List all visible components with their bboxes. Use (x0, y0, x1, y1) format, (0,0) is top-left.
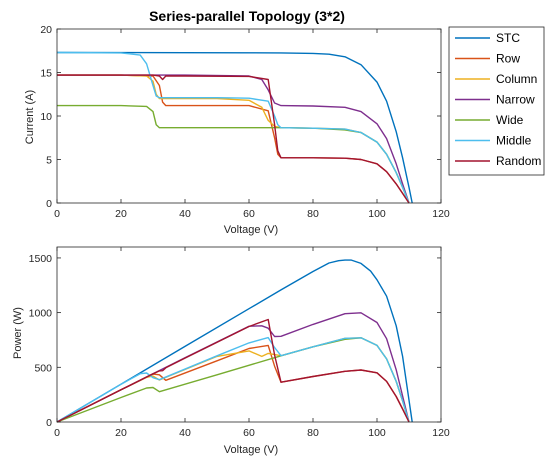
current-voltage-chart: Series-parallel Topology (3*2) 0 20 40 60 80… (24, 8, 450, 236)
series-line-wide (57, 104, 410, 204)
series-line-middle (56, 51, 410, 204)
x-tick-label: 0 (54, 427, 60, 439)
x-axis-label: Voltage (V) (224, 444, 278, 456)
y-axis-label: Power (W) (12, 307, 24, 359)
series-line-row (57, 74, 410, 204)
series-line-wide (56, 337, 410, 423)
x-tick-label: 20 (115, 427, 127, 439)
current-plot-area: 0 20 40 60 80 100 120 0 5 10 15 20 (40, 24, 450, 220)
series-line-stc (56, 259, 413, 423)
plot-frame (56, 28, 442, 204)
power-plot-area: 0 20 40 60 80 100 120 0 500 1000 1500 (29, 246, 450, 439)
chart-title: Series-parallel Topology (3*2) (149, 8, 345, 24)
legend: STC Row Column Narrow Wide Middle Random (448, 26, 545, 176)
legend-label-wide: Wide (496, 113, 524, 127)
x-tick-label: 20 (115, 208, 127, 220)
x-tick-label: 100 (368, 208, 386, 220)
series-line-random (56, 318, 410, 423)
x-tick-label: 60 (243, 208, 255, 220)
series-line-narrow (57, 74, 410, 204)
legend-label-random: Random (496, 154, 541, 168)
series-line-narrow (56, 312, 410, 423)
x-tick-label: 0 (54, 208, 60, 220)
x-tick-label: 100 (368, 427, 386, 439)
series-line-random (57, 74, 410, 204)
series-line-middle (56, 336, 410, 423)
y-tick-label: 15 (40, 68, 52, 80)
y-tick-label: 10 (40, 111, 52, 123)
y-tick-label: 5 (46, 155, 52, 167)
x-tick-label: 80 (307, 208, 319, 220)
series-line-stc (56, 51, 413, 204)
y-tick-label: 500 (34, 362, 52, 374)
y-tick-label: 1500 (29, 253, 53, 265)
series-line-column (56, 337, 410, 423)
legend-label-row: Row (496, 52, 520, 66)
x-tick-label: 40 (179, 427, 191, 439)
y-tick-label: 0 (46, 198, 52, 210)
y-tick-label: 20 (40, 24, 52, 36)
series-line-column (57, 74, 410, 204)
legend-label-stc: STC (496, 31, 520, 45)
y-tick-label: 0 (46, 417, 52, 429)
x-tick-label: 120 (432, 208, 450, 220)
x-tick-label: 60 (243, 427, 255, 439)
x-tick-label: 40 (179, 208, 191, 220)
legend-box (448, 26, 545, 176)
x-axis-label: Voltage (V) (224, 224, 278, 236)
x-tick-label: 120 (432, 427, 450, 439)
x-tick-label: 80 (307, 427, 319, 439)
legend-label-column: Column (496, 72, 537, 86)
legend-label-middle: Middle (496, 134, 532, 148)
y-axis-label: Current (A) (24, 90, 36, 144)
series-line-row (56, 344, 410, 423)
legend-label-narrow: Narrow (496, 93, 535, 107)
y-tick-label: 1000 (29, 308, 53, 320)
